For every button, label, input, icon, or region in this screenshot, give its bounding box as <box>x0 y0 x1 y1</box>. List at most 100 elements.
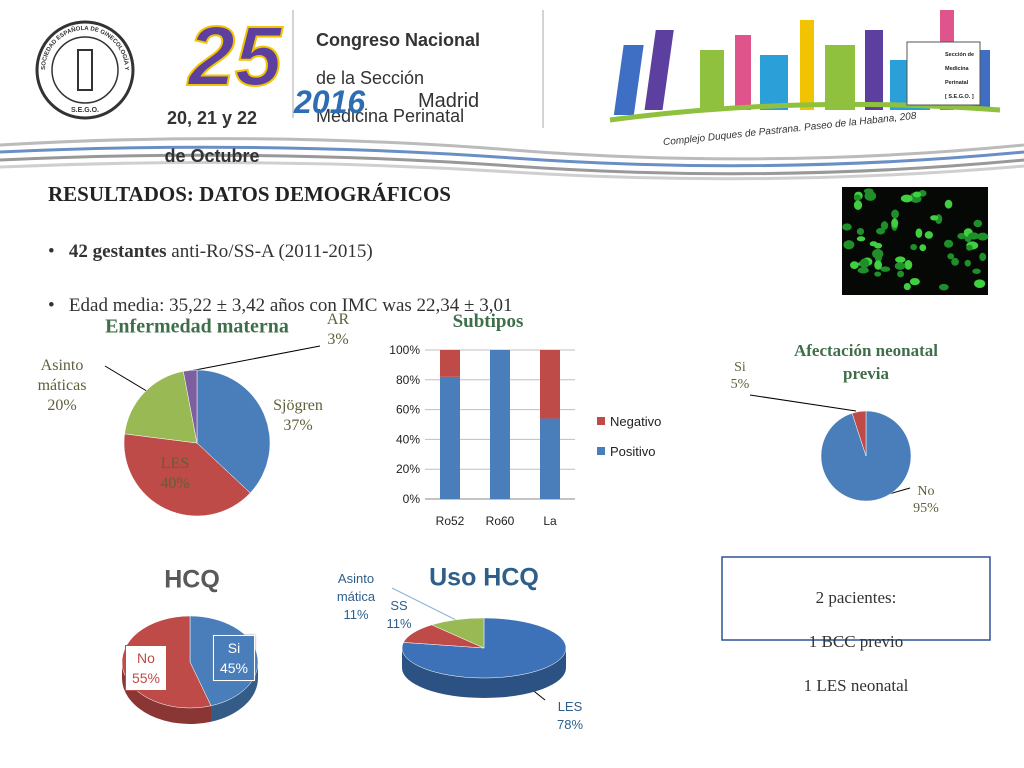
cell <box>979 252 987 262</box>
cell <box>944 199 953 209</box>
pie-label: Asinto máticas 20% <box>38 356 87 416</box>
legend-label: Positivo <box>610 444 656 459</box>
section-line: Sección de <box>945 52 975 58</box>
cell <box>891 209 899 219</box>
pie-label: Asinto mática 11% <box>337 570 375 624</box>
pie-label-value: 37% <box>283 417 313 434</box>
logo-initials: S.E.G.O. <box>71 107 99 114</box>
city: Madrid <box>418 90 480 112</box>
chart-title: Afectación neonatal previa <box>793 341 939 383</box>
x-tick-label: La <box>543 514 557 528</box>
pie-label-category: No <box>137 650 155 666</box>
cell <box>910 243 918 251</box>
cell <box>880 221 889 230</box>
section-line: [ S.E.G.O. ] <box>945 94 974 100</box>
cell <box>874 260 883 270</box>
cell <box>891 218 899 228</box>
note-line: 1 LES neonatal <box>803 676 909 695</box>
edition: 25 <box>186 9 283 103</box>
leader-line <box>104 365 151 394</box>
cell <box>895 256 906 263</box>
pie-label-value: 5% <box>730 377 750 392</box>
chart-title: Subtipos <box>452 311 524 332</box>
y-tick-label: 60% <box>396 403 420 417</box>
bar-segment <box>440 350 460 377</box>
cell <box>857 267 869 274</box>
leader-line <box>749 394 857 412</box>
venue: Complejo Duques de Pastrana. Paseo de la… <box>663 111 918 149</box>
cell <box>904 260 913 270</box>
title-line: Congreso Nacional <box>316 30 481 50</box>
pie-label: Sjögren 37% <box>273 396 323 436</box>
pie-label: No 95% <box>913 483 939 517</box>
cell <box>967 232 980 240</box>
cell <box>964 259 971 267</box>
cell <box>943 239 954 248</box>
chart-title: Uso HCQ <box>429 563 539 592</box>
pie-slice <box>431 617 485 649</box>
cell <box>853 194 861 202</box>
cell <box>856 236 866 242</box>
pie-label-category: LES <box>557 699 583 714</box>
pie-label-category: Si <box>227 640 241 656</box>
cell <box>842 223 852 231</box>
pie-label-category: SS <box>390 598 408 613</box>
cell <box>909 277 920 286</box>
pie-label-value: 11% <box>343 607 369 622</box>
section-logo: Sección de Medicina Perinatal [ S.E.G.O.… <box>945 45 974 108</box>
cell <box>897 270 905 278</box>
cell <box>874 271 882 277</box>
microscopy-cells <box>842 188 989 291</box>
pie-label-value: 78% <box>556 717 584 732</box>
cell <box>974 279 986 289</box>
cell <box>947 253 955 260</box>
pie-label-category: No <box>917 484 935 499</box>
pie-label-value: 20% <box>47 397 77 414</box>
pie-label: No 55% <box>124 645 168 691</box>
logo-ring-text: SOCIEDAD ESPAÑOLA DE GINECOLOGÍA Y OBSTE… <box>0 0 130 71</box>
leader-line <box>189 345 321 372</box>
y-tick-label: 100% <box>389 343 420 357</box>
section-logo-box <box>906 41 981 106</box>
logo-inner <box>51 36 119 104</box>
title-line: de la Sección <box>316 68 425 88</box>
pie-slice <box>183 369 198 444</box>
cell <box>903 283 911 291</box>
pie-slice-side <box>122 662 212 724</box>
year: 2016 <box>294 84 366 120</box>
cell <box>939 283 949 291</box>
legend-swatch <box>597 447 605 455</box>
pie-label-value: 45% <box>219 660 249 676</box>
pie-slice-side <box>402 648 566 698</box>
leader-line <box>391 587 461 623</box>
header-waves <box>0 137 1024 181</box>
legend-swatch <box>597 417 605 425</box>
pie-slice <box>401 617 567 679</box>
note-line: 1 BCC previo <box>808 632 904 651</box>
pie-label-category: Asinto máticas <box>37 357 87 394</box>
cell <box>900 194 913 203</box>
note-line: 2 pacientes: <box>815 588 897 607</box>
pie-label-category: Sjögren <box>273 397 323 414</box>
pie-label-value: 40% <box>160 475 190 492</box>
cell <box>880 266 891 272</box>
cell <box>977 232 989 241</box>
logo-ring <box>35 20 135 120</box>
bar-segment <box>540 350 560 419</box>
cell <box>894 262 906 270</box>
bullet-text: Edad media: 35,22 ± 3,42 años con IMC wa… <box>68 295 513 316</box>
chart-title: Enfermedad materna <box>105 315 289 338</box>
chart-title: HCQ <box>164 565 220 594</box>
section-line: Perinatal <box>945 80 969 86</box>
dates: 20, 21 y 22 de Octubre <box>162 90 262 185</box>
cell <box>924 231 933 239</box>
cell <box>930 215 939 221</box>
cell <box>856 228 865 235</box>
bar-segment <box>490 350 510 499</box>
congress-title: Congreso Nacional de la Sección Medicina… <box>316 12 480 145</box>
cell <box>957 232 967 240</box>
note: 2 pacientes: 1 BCC previo 1 LES neonatal <box>722 565 990 719</box>
bullet: • 42 gestantes anti-Ro/SS-A (2011-2015) <box>48 241 373 262</box>
section-line: Medicina <box>945 66 969 72</box>
date-line: de Octubre <box>164 146 260 166</box>
